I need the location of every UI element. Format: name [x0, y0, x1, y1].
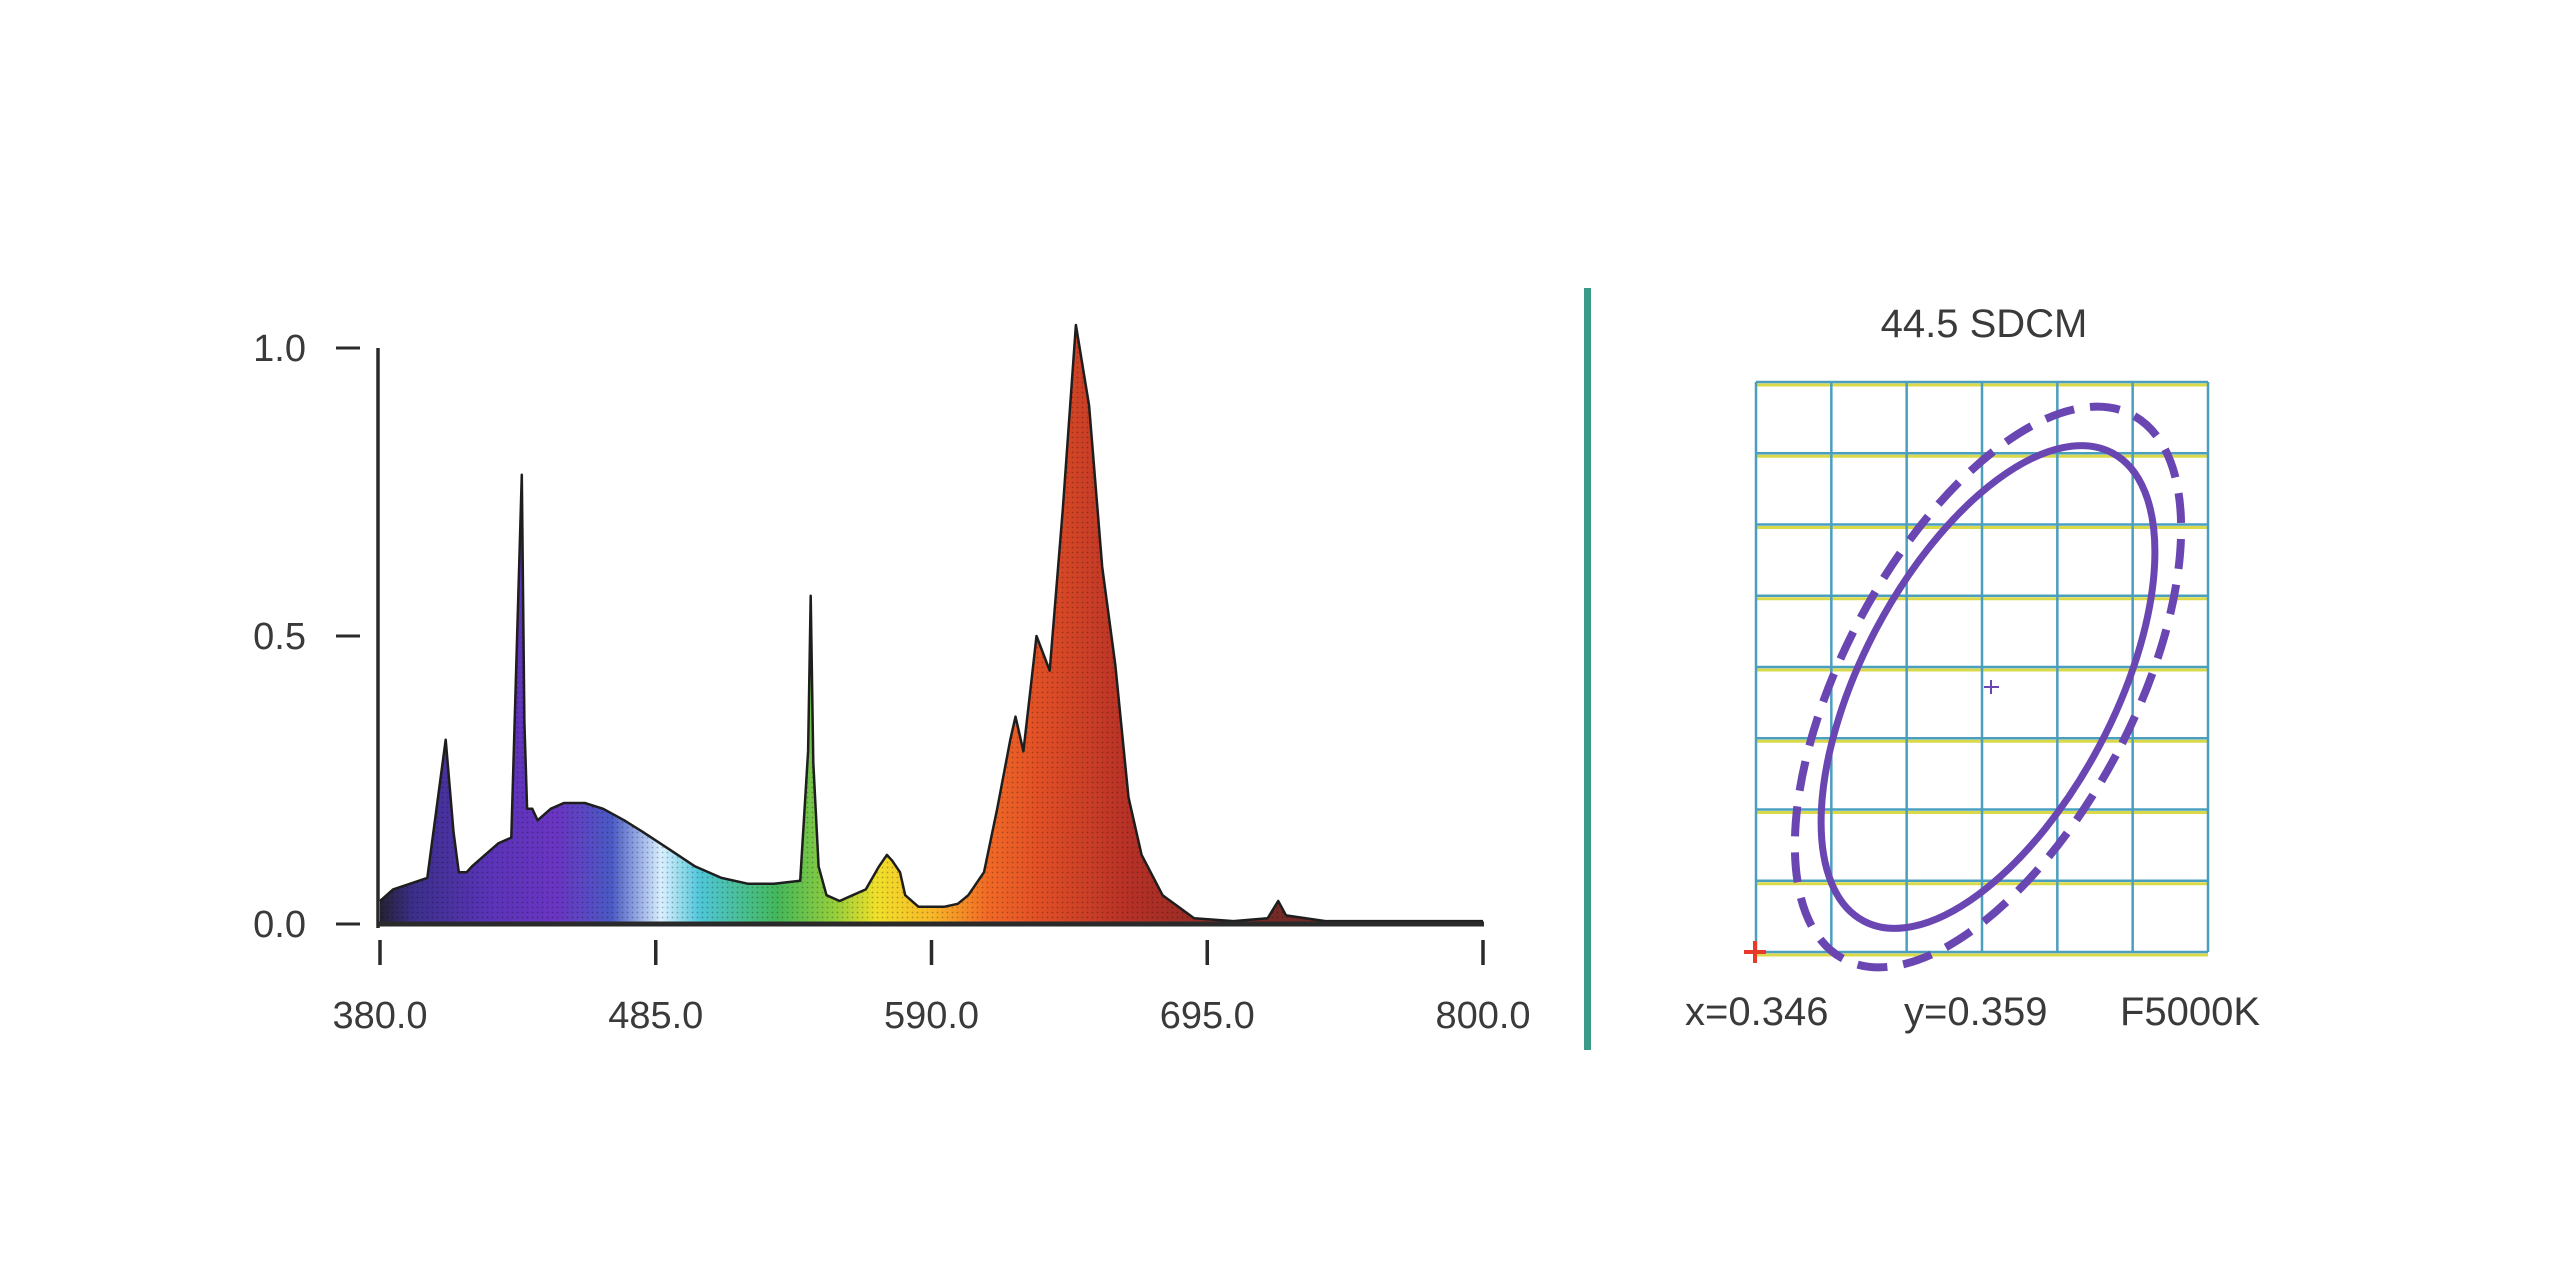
origin-marker	[1744, 941, 1766, 963]
y-tick-label: 0.5	[253, 616, 306, 658]
spectrum-outline	[379, 323, 1483, 923]
chromaticity-grid	[1754, 380, 2210, 957]
x-tick-label: 695.0	[1160, 995, 1255, 1037]
y-axis-ticks: 0.0 0.5 1.0	[253, 328, 360, 946]
sdcm-title: 44.5 SDCM	[1881, 302, 2088, 346]
inner-ellipse	[1817, 442, 2159, 932]
lamp-type-label: F5000K	[2120, 990, 2260, 1034]
spectral-chart: 0.0 0.5 1.0 380.0 485.0 590.0 695.0 800.0	[253, 323, 1531, 1037]
y-tick-label: 0.0	[253, 904, 306, 946]
y-coordinate-value: y=0.359	[1904, 990, 2047, 1034]
center-cross-marker	[1984, 680, 1999, 694]
y-tick-label: 1.0	[253, 328, 306, 370]
x-tick-label: 380.0	[332, 995, 427, 1037]
panel-divider	[1584, 288, 1591, 1050]
spectrum-halftone	[380, 325, 1483, 924]
x-axis-ticks: 380.0 485.0 590.0 695.0 800.0	[332, 940, 1531, 1037]
x-tick-label: 800.0	[1435, 995, 1530, 1037]
x-tick-label: 590.0	[884, 995, 979, 1037]
x-coordinate-value: x=0.346	[1685, 990, 1828, 1034]
outer-dashed-ellipse	[1790, 402, 2186, 972]
x-tick-label: 485.0	[608, 995, 703, 1037]
chromaticity-chart: 44.5 SDCM x=0.346 y=0.359 F5000K	[1685, 302, 2260, 1034]
